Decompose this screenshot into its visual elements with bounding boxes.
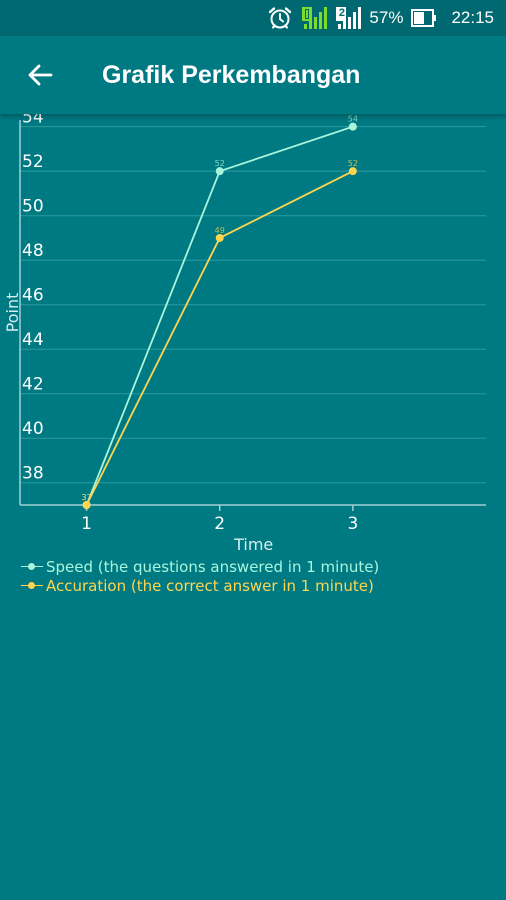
data-label-1: 49 [215,226,225,235]
clock: 22:15 [451,8,494,27]
legend-label-accuration: Accuration (the correct answer in 1 minu… [46,576,374,595]
data-point-1 [348,167,357,176]
app-bar: Grafik Perkembangan [0,36,506,114]
y-tick-label: 40 [22,419,44,439]
legend-marker-speed [20,557,44,576]
legend-item-accuration: Accuration (the correct answer in 1 minu… [20,576,379,595]
x-axis-label: Time [233,535,273,554]
sim2-badge: 2 [338,7,345,19]
y-tick-label: 46 [22,286,44,306]
x-tick-label: 3 [347,514,358,534]
x-tick-label: 2 [214,514,225,534]
y-tick-label: 42 [22,375,44,395]
data-label-1: 37 [81,493,91,502]
y-tick-label: 38 [22,464,44,484]
y-axis-label: Point [3,293,22,333]
chart-legend: Speed (the questions answered in 1 minut… [20,557,379,595]
battery-icon [411,8,437,28]
series-line-0 [85,125,354,506]
y-tick-label: 52 [22,152,44,172]
battery-percent: 57% [369,8,404,27]
data-point-1 [215,233,224,242]
y-tick-label: 50 [22,197,44,217]
data-label-0: 37 [81,493,91,502]
page-title: Grafik Perkembangan [102,60,361,89]
data-point-1 [82,501,91,509]
data-label-1: 52 [348,159,358,168]
series-line-1 [85,170,354,506]
legend-marker-accuration [20,576,44,595]
data-point-0 [348,122,357,131]
legend-item-speed: Speed (the questions answered in 1 minut… [20,557,379,576]
data-label-0: 54 [348,115,358,124]
signal-sim1-icon [301,6,328,30]
y-tick-label: 44 [22,330,44,350]
data-label-0: 52 [215,159,225,168]
status-bar: 2 57% 22:15 [0,0,506,36]
back-button[interactable] [16,51,64,99]
signal-sim2-icon: 2 [335,6,362,30]
alarm-icon [267,6,293,30]
legend-label-speed: Speed (the questions answered in 1 minut… [46,557,380,576]
y-tick-label: 48 [22,241,44,261]
x-tick-label: 1 [81,514,92,534]
arrow-left-icon [28,64,53,86]
data-point-0 [215,167,224,176]
